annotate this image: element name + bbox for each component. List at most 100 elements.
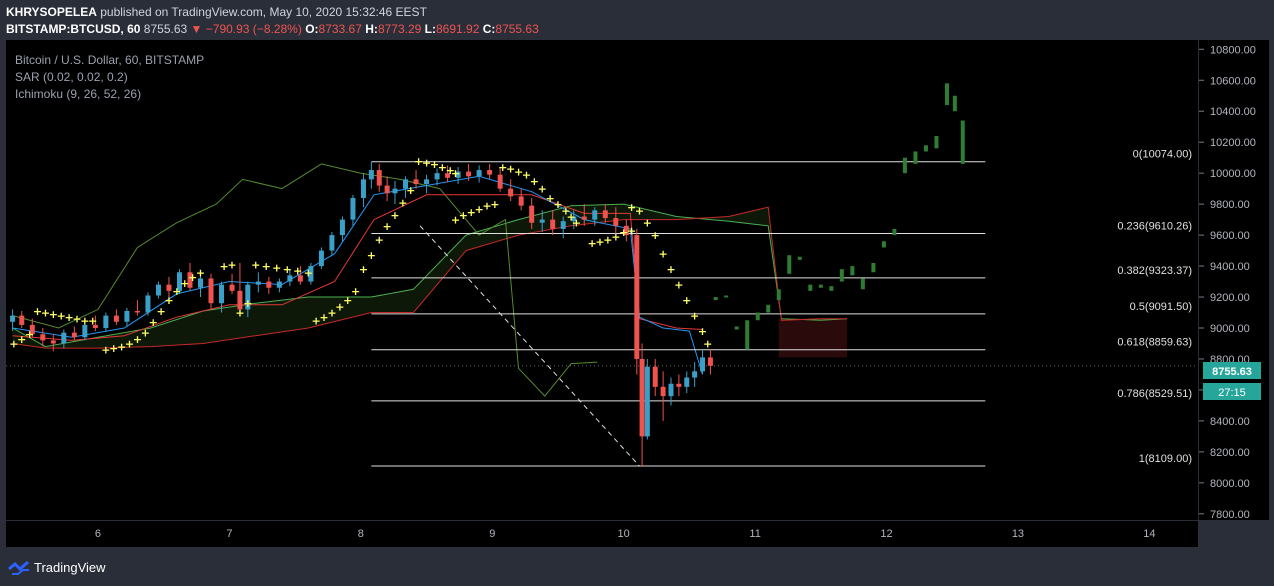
x-tick-label: 9 — [489, 528, 495, 540]
sar-point: + — [117, 341, 126, 354]
time-axis[interactable] — [6, 521, 1198, 547]
candle — [676, 383, 682, 387]
sar-point: + — [180, 277, 189, 290]
sar-point: + — [351, 285, 360, 298]
footer-brand[interactable]: TradingView — [34, 560, 106, 575]
sar-point: + — [498, 161, 507, 174]
sar-point: + — [319, 311, 328, 324]
y-tick-label: 9400.00 — [1210, 261, 1250, 273]
y-tick-label: 8400.00 — [1210, 416, 1250, 428]
high-label: H: — [365, 22, 378, 36]
candle — [229, 284, 235, 291]
projection-bar — [787, 255, 792, 274]
plot-background[interactable] — [6, 40, 1198, 520]
author-name[interactable]: KHRYSOPELEA — [6, 5, 97, 19]
candle — [187, 272, 193, 288]
candle — [124, 310, 130, 322]
sar-point: + — [220, 260, 229, 273]
candle — [10, 315, 16, 322]
candle — [466, 171, 472, 177]
sar-point: + — [390, 209, 399, 222]
close-value: 8755.63 — [495, 22, 539, 36]
sar-point: + — [698, 325, 707, 338]
candle — [497, 174, 503, 189]
sar-point: + — [619, 226, 628, 239]
sar-point: + — [283, 263, 292, 276]
projection-bar — [839, 269, 844, 282]
sar-point: + — [572, 217, 581, 230]
candle — [529, 205, 535, 223]
projection-bar — [724, 295, 729, 298]
x-tick-label: 13 — [1012, 528, 1024, 540]
ohlc-line: BITSTAMP:BTCUSD, 60 8755.63 ▼ −790.93 (−… — [6, 22, 539, 36]
last-price: 8755.63 — [143, 22, 188, 36]
candle — [145, 295, 151, 313]
projection-bar — [734, 326, 739, 330]
sar-point: + — [643, 217, 652, 230]
sar-point: + — [635, 204, 644, 217]
x-tick-label: 12 — [880, 528, 892, 540]
low-label: L: — [424, 22, 436, 36]
candle — [29, 324, 35, 335]
legend-ichimoku[interactable]: Ichimoku (9, 26, 52, 26) — [15, 87, 141, 101]
price-chart[interactable]: 0(10074.00) 0.236(9610.26) 0.382(9323.37) 0… — [0, 40, 1274, 550]
sar-point: + — [438, 161, 447, 174]
sar-point: + — [422, 156, 431, 169]
sar-point: + — [430, 158, 439, 171]
sar-point: + — [451, 214, 460, 227]
sar-point: + — [506, 163, 515, 176]
y-tick-label: 9800.00 — [1210, 199, 1250, 211]
sar-point: + — [482, 200, 491, 213]
sar-point: + — [567, 211, 576, 224]
candle — [581, 216, 587, 220]
candle — [40, 334, 46, 341]
sar-point: + — [149, 316, 158, 329]
sar-point: + — [172, 285, 181, 298]
y-tick-label: 9000.00 — [1210, 323, 1250, 335]
sar-point: + — [690, 310, 699, 323]
chikou-span-line — [12, 163, 598, 397]
trend-line[interactable] — [419, 225, 640, 467]
sar-point: + — [33, 305, 42, 318]
legend-sar[interactable]: SAR (0.02, 0.02, 0.2) — [15, 70, 128, 84]
tradingview-logo-icon[interactable] — [8, 561, 30, 575]
candle — [176, 272, 182, 291]
candle — [424, 179, 430, 184]
candle — [198, 278, 204, 288]
candle — [508, 188, 514, 197]
projection-bar — [860, 278, 865, 290]
y-tick-label: 8000.00 — [1210, 478, 1250, 490]
sar-point: + — [196, 266, 205, 279]
candle — [560, 221, 566, 229]
chart-area[interactable]: 0(10074.00) 0.236(9610.26) 0.382(9323.37) 0… — [0, 40, 1274, 550]
sar-point: + — [545, 192, 554, 205]
candle — [434, 173, 440, 180]
candle — [368, 170, 374, 180]
candle — [692, 371, 698, 378]
sar-point: + — [335, 300, 344, 313]
sar-point: + — [674, 279, 683, 292]
fib-level-label: 1(8109.00) — [1139, 453, 1192, 465]
sar-point: + — [109, 342, 118, 355]
y-tick-label: 8200.00 — [1210, 447, 1250, 459]
x-tick-label: 10 — [618, 528, 630, 540]
candle — [623, 225, 629, 236]
sar-point: + — [235, 307, 244, 320]
sar-point: + — [627, 201, 636, 214]
price-axis[interactable] — [1199, 40, 1269, 520]
projection-bar — [776, 289, 781, 301]
publish-info: KHRYSOPELEA published on TradingView.com… — [6, 5, 427, 19]
sar-point: + — [603, 234, 612, 247]
candle — [644, 366, 650, 437]
current-price-tag — [1203, 362, 1261, 379]
sar-point: + — [25, 328, 34, 341]
projection-bar — [818, 284, 823, 288]
sar-point: + — [595, 235, 604, 248]
sar-point: + — [475, 203, 484, 216]
sar-point: + — [459, 209, 468, 222]
candle — [487, 170, 493, 175]
sar-point: + — [227, 259, 236, 272]
sar-point: + — [101, 344, 110, 357]
legend-title: Bitcoin / U.S. Dollar, 60, BITSTAMP — [15, 53, 204, 67]
projection-bar — [923, 145, 928, 152]
